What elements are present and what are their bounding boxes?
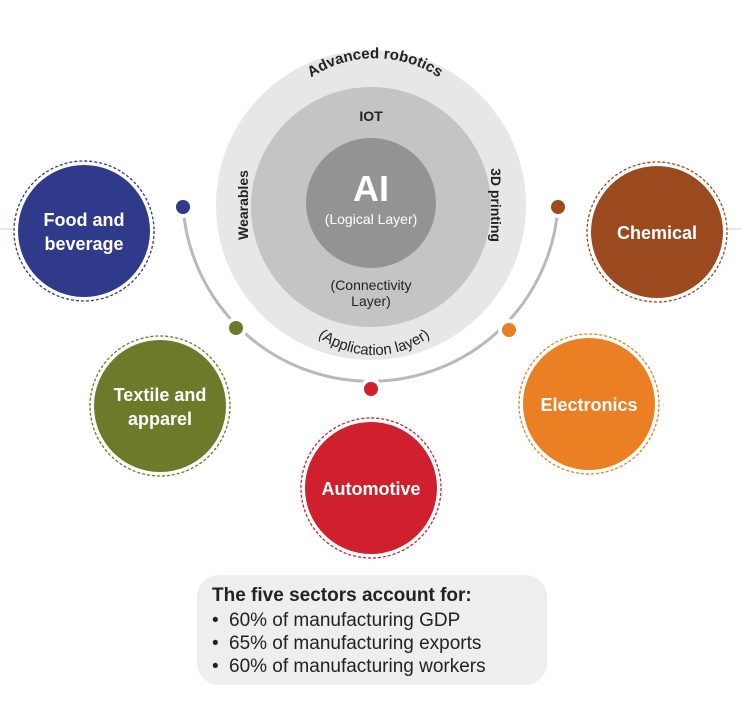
sector-chemical: Chemical	[547, 161, 728, 303]
summary-box: The five sectors account for: • 60% of ma…	[197, 575, 547, 685]
sector-dashed-ring	[13, 160, 155, 302]
sector-dashed-ring	[300, 417, 442, 559]
3d-printing-label: 3D printing	[488, 168, 504, 242]
bullet-icon: •	[212, 633, 219, 654]
sector-electronics: Electronics	[498, 319, 660, 475]
sector-dashed-ring	[518, 333, 660, 475]
iot-label: IOT	[359, 108, 383, 124]
sector-label: apparel	[128, 409, 192, 429]
sector-label: beverage	[44, 234, 123, 254]
sector-label: Automotive	[322, 479, 421, 499]
sector-circle	[305, 422, 437, 554]
summary-item: • 60% of manufacturing workers	[212, 655, 547, 678]
sector-dashed-ring	[89, 335, 231, 477]
sector-dashed-ring	[586, 161, 728, 303]
logical-layer-label: (Logical Layer)	[325, 211, 418, 227]
connectivity-layer-line1: (Connectivity	[331, 277, 412, 293]
sectors-layer: Food and beverage Textile and apparel Automo…	[13, 160, 728, 559]
sector-label: Textile and	[114, 385, 207, 405]
sector-circle	[591, 166, 723, 298]
summary-item: • 60% of manufacturing GDP	[212, 609, 547, 632]
connector-dot	[229, 321, 243, 335]
connectivity-layer-line2: Layer)	[351, 293, 391, 309]
ai-label: AI	[353, 168, 389, 209]
summary-item: • 65% of manufacturing exports	[212, 632, 547, 655]
sector-label: Chemical	[617, 223, 697, 243]
connector-dot	[502, 323, 516, 337]
summary-item-text: 60% of manufacturing workers	[229, 656, 486, 677]
connector-dot	[551, 200, 565, 214]
connector-dot	[176, 200, 190, 214]
bullet-icon: •	[212, 610, 219, 631]
bullet-icon: •	[212, 656, 219, 677]
sector-label: Electronics	[540, 395, 637, 415]
summary-heading: The five sectors account for:	[212, 585, 472, 606]
wearables-label: Wearables	[235, 170, 251, 240]
sector-circle	[18, 165, 150, 297]
sector-label: Food and	[44, 210, 125, 230]
connector-dot	[364, 382, 378, 396]
sector-circle	[94, 340, 226, 472]
sector-circle	[523, 338, 655, 470]
summary-list: • 60% of manufacturing GDP • 65% of manufa…	[212, 609, 547, 678]
sector-textile-and-apparel: Textile and apparel	[89, 317, 247, 477]
ai-core	[306, 138, 436, 268]
sector-automotive: Automotive	[300, 378, 442, 559]
summary-item-text: 65% of manufacturing exports	[229, 633, 482, 654]
sector-food-and-beverage: Food and beverage	[13, 160, 194, 302]
summary-item-text: 60% of manufacturing GDP	[229, 610, 461, 631]
